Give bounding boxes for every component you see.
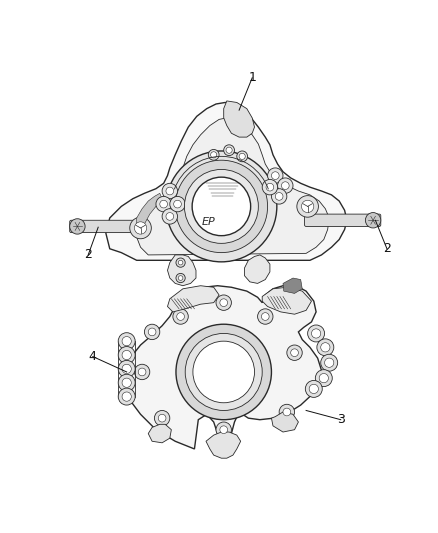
Circle shape — [176, 324, 272, 419]
Polygon shape — [148, 424, 171, 443]
Text: 1: 1 — [248, 71, 256, 84]
Circle shape — [175, 160, 268, 253]
Text: 2: 2 — [383, 243, 391, 255]
Circle shape — [122, 336, 131, 346]
Circle shape — [307, 325, 325, 342]
Circle shape — [258, 309, 273, 324]
Polygon shape — [206, 432, 240, 458]
Circle shape — [319, 374, 328, 383]
Circle shape — [122, 378, 131, 387]
Circle shape — [365, 213, 381, 228]
Polygon shape — [283, 278, 302, 294]
Text: 3: 3 — [337, 413, 345, 426]
Circle shape — [118, 374, 135, 391]
Circle shape — [276, 192, 283, 200]
Circle shape — [192, 177, 251, 236]
Polygon shape — [167, 255, 196, 286]
Circle shape — [118, 346, 135, 364]
Circle shape — [193, 341, 254, 403]
Circle shape — [266, 183, 274, 191]
Circle shape — [272, 172, 279, 180]
Circle shape — [178, 260, 183, 265]
Text: 2: 2 — [84, 248, 92, 261]
Circle shape — [282, 182, 289, 189]
Circle shape — [278, 178, 293, 193]
Circle shape — [262, 180, 278, 195]
Polygon shape — [167, 286, 219, 312]
Circle shape — [122, 364, 131, 374]
Circle shape — [237, 151, 247, 161]
FancyBboxPatch shape — [304, 214, 381, 227]
Circle shape — [317, 339, 334, 356]
Circle shape — [321, 343, 330, 352]
Polygon shape — [224, 101, 254, 137]
Polygon shape — [137, 193, 162, 230]
Circle shape — [173, 200, 181, 208]
Circle shape — [118, 360, 135, 377]
Circle shape — [311, 329, 321, 338]
Polygon shape — [262, 287, 311, 314]
Circle shape — [118, 333, 135, 350]
Circle shape — [155, 410, 170, 426]
Text: EP: EP — [201, 217, 215, 227]
Circle shape — [162, 209, 177, 224]
Circle shape — [170, 196, 185, 212]
Circle shape — [239, 154, 245, 159]
FancyBboxPatch shape — [70, 220, 142, 232]
Circle shape — [220, 426, 228, 433]
Circle shape — [118, 388, 135, 405]
Circle shape — [122, 392, 131, 401]
Circle shape — [130, 217, 151, 239]
Circle shape — [160, 200, 167, 208]
Polygon shape — [124, 286, 321, 457]
Circle shape — [138, 368, 146, 376]
Circle shape — [315, 370, 332, 386]
Circle shape — [162, 183, 177, 199]
Circle shape — [166, 151, 277, 262]
Polygon shape — [272, 412, 298, 432]
Circle shape — [176, 258, 185, 267]
Circle shape — [325, 358, 334, 367]
Circle shape — [261, 313, 269, 320]
Circle shape — [148, 328, 156, 336]
Circle shape — [272, 189, 287, 204]
Circle shape — [134, 222, 147, 234]
Circle shape — [309, 384, 318, 393]
Circle shape — [216, 295, 231, 310]
Text: 4: 4 — [89, 350, 97, 363]
Circle shape — [283, 408, 291, 416]
Circle shape — [208, 149, 219, 160]
Circle shape — [178, 276, 183, 280]
Circle shape — [279, 405, 294, 419]
Circle shape — [166, 187, 173, 195]
Circle shape — [268, 168, 283, 183]
Circle shape — [287, 345, 302, 360]
Circle shape — [145, 324, 160, 340]
Circle shape — [211, 152, 217, 158]
Circle shape — [70, 219, 85, 234]
Circle shape — [185, 334, 262, 410]
Circle shape — [156, 196, 171, 212]
Polygon shape — [244, 255, 270, 284]
Circle shape — [305, 381, 322, 398]
Circle shape — [177, 313, 184, 320]
Circle shape — [176, 273, 185, 282]
Polygon shape — [106, 102, 347, 260]
Circle shape — [224, 145, 234, 156]
Circle shape — [158, 414, 166, 422]
Circle shape — [122, 350, 131, 360]
Circle shape — [321, 354, 338, 371]
Circle shape — [297, 196, 318, 217]
Circle shape — [166, 213, 173, 220]
Circle shape — [216, 422, 231, 438]
Circle shape — [301, 200, 314, 213]
Circle shape — [134, 364, 150, 379]
Circle shape — [291, 349, 298, 357]
Circle shape — [173, 309, 188, 324]
Circle shape — [184, 169, 258, 244]
Circle shape — [226, 147, 232, 154]
Polygon shape — [137, 118, 329, 255]
Circle shape — [220, 299, 228, 306]
